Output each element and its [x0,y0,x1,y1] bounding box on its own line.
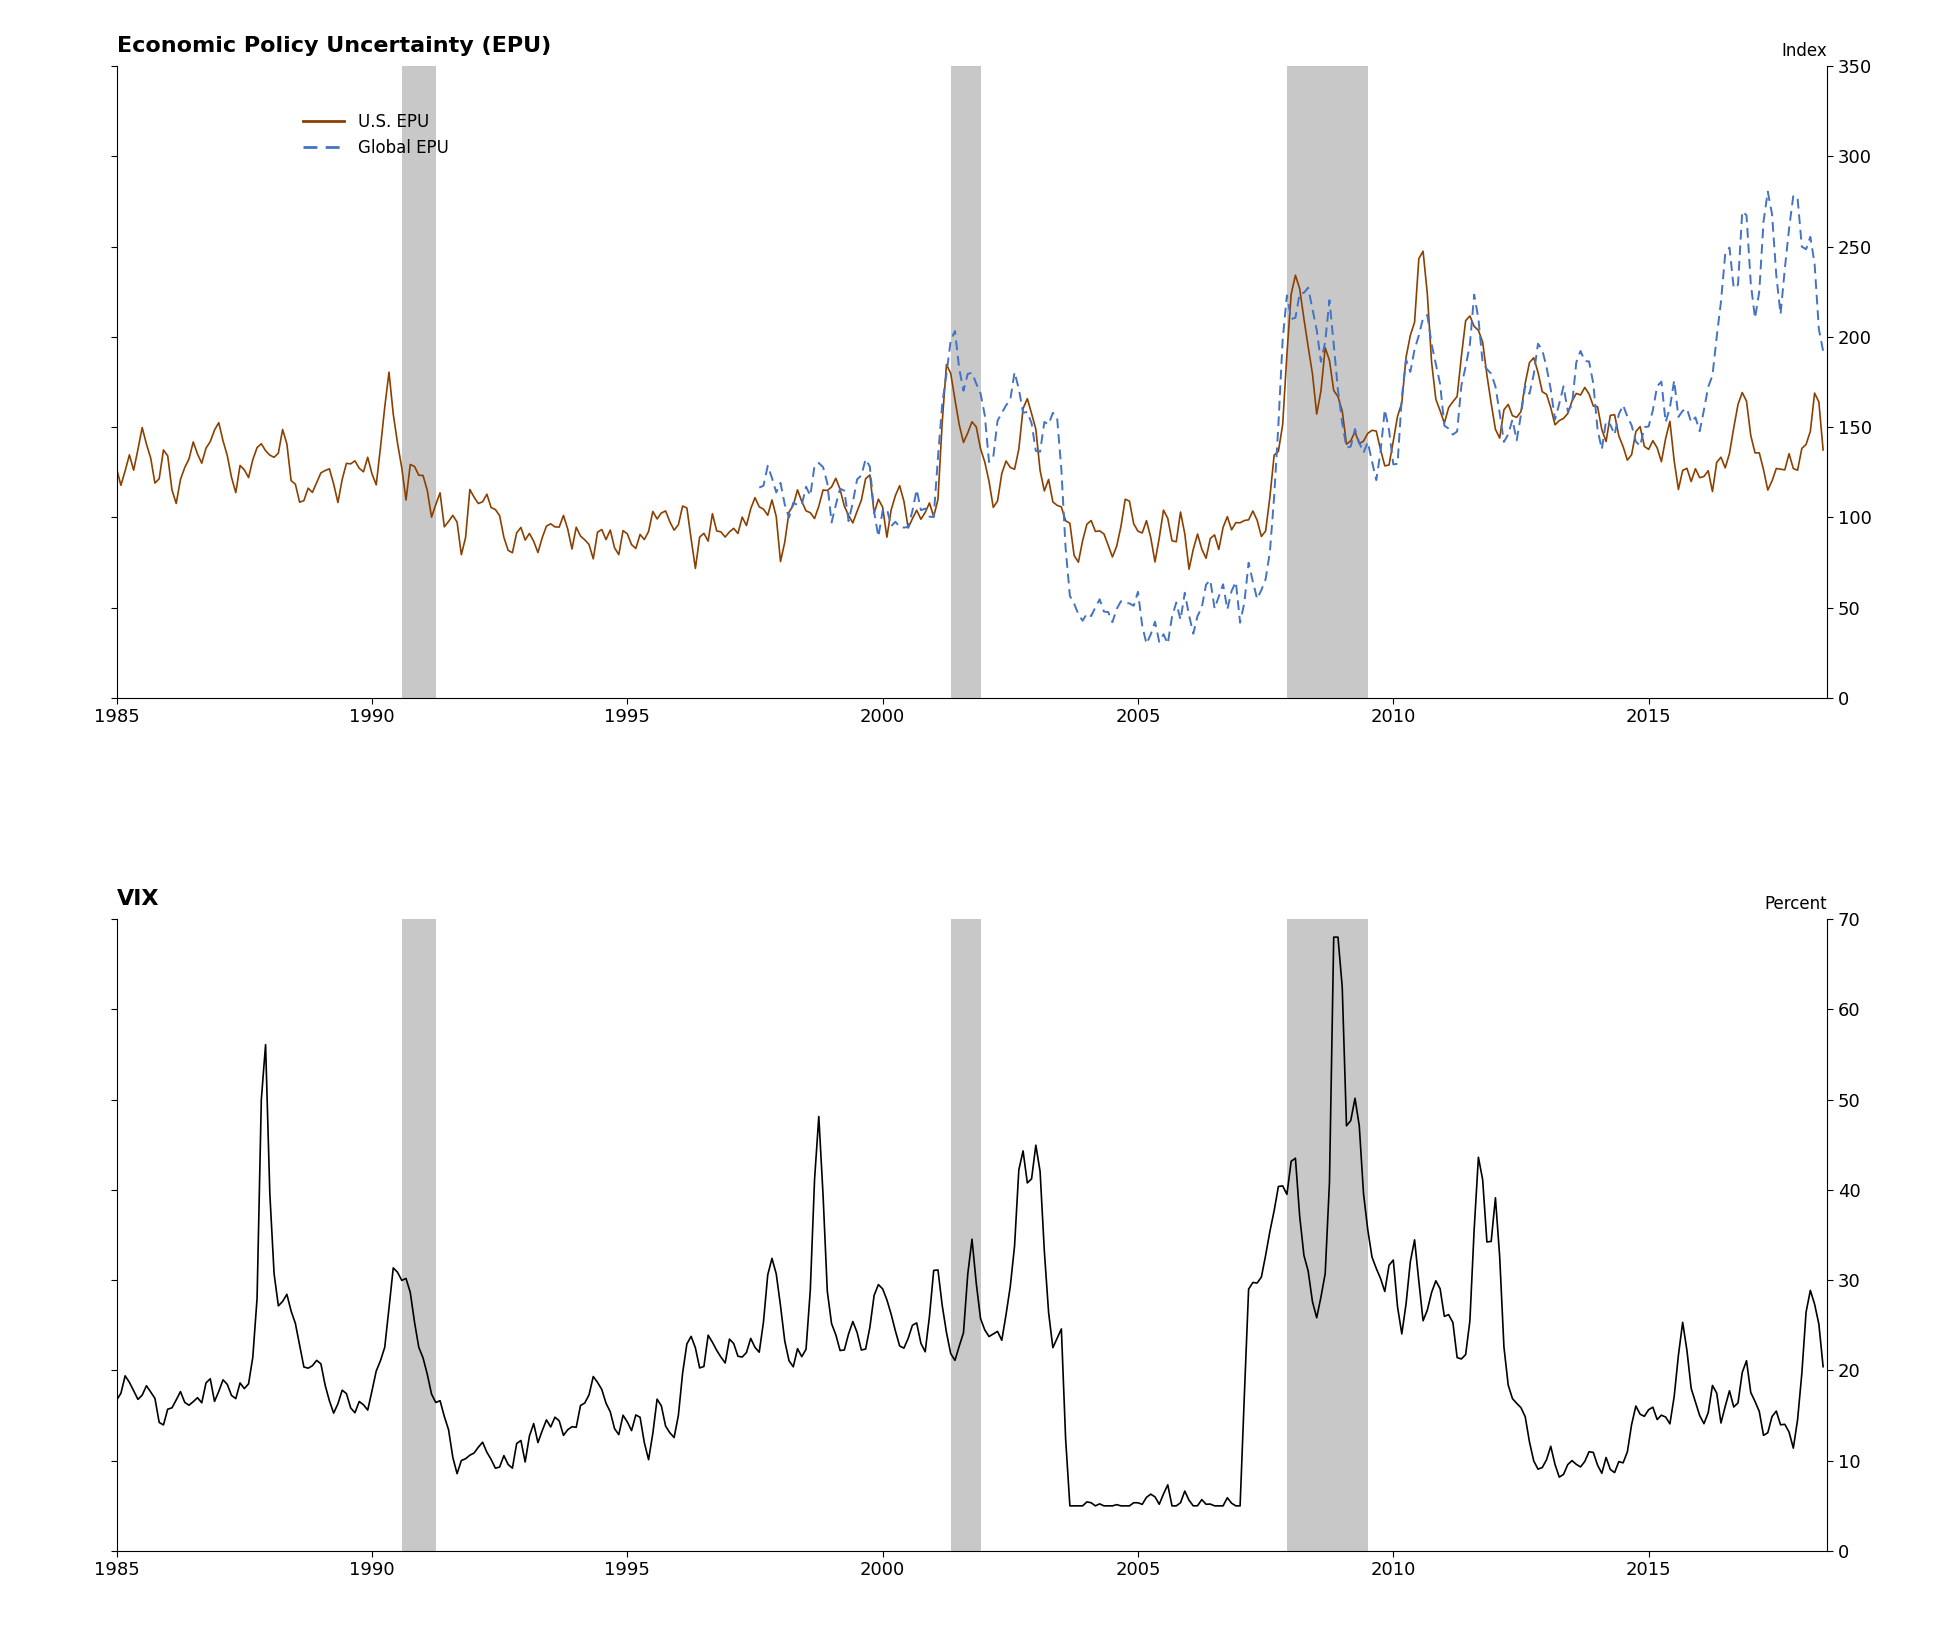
Text: Economic Policy Uncertainty (EPU): Economic Policy Uncertainty (EPU) [117,36,550,56]
Bar [951,919,980,1551]
Legend: U.S. EPU, Global EPU: U.S. EPU, Global EPU [295,106,455,163]
Text: VIX: VIX [117,889,159,909]
Bar [951,66,980,698]
Bar [402,919,435,1551]
Text: Percent: Percent [1765,894,1827,912]
Bar [1287,919,1369,1551]
Bar [402,66,435,698]
Bar [1287,66,1369,698]
Text: Index: Index [1781,41,1827,59]
